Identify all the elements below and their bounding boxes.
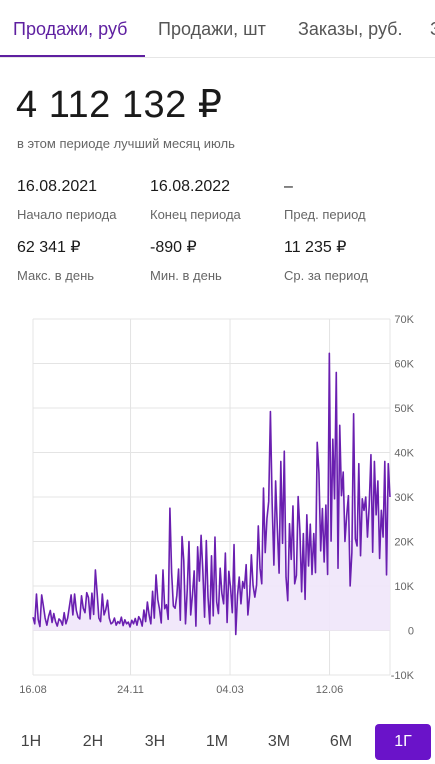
x-tick-label: 16.08 <box>19 684 47 696</box>
sales-chart[interactable]: 70K 60K 50K 40K 30K 20K 10K 0 -10K 16.08 24.11 04.0… <box>0 305 435 705</box>
best-month-caption: в этом периоде лучший месяц июль <box>17 136 235 151</box>
range-button-2w[interactable]: 2Н <box>82 733 104 750</box>
y-tick-label: 0 <box>408 626 414 638</box>
y-tick-label: 50K <box>394 403 414 415</box>
y-tick-label: 20K <box>394 537 414 549</box>
x-tick-label: 04.03 <box>216 684 244 696</box>
x-tick-label: 12.06 <box>316 684 344 696</box>
stat-label: Начало периода <box>17 207 117 222</box>
y-tick-label: 40K <box>394 448 414 460</box>
stat-label: Конец периода <box>150 207 241 222</box>
tab-more[interactable]: З <box>430 0 435 57</box>
tab-bar: Продажи, руб Продажи, шт Заказы, руб. З <box>0 0 435 58</box>
stat-value: 16.08.2022 <box>150 178 231 195</box>
range-button-1m[interactable]: 1М <box>205 733 229 750</box>
range-selector: 1Н 2Н 3Н 1М 3М 6М 1Г <box>0 724 435 762</box>
stat-value: – <box>284 178 293 195</box>
tab-orders-rub[interactable]: Заказы, руб. <box>298 19 403 39</box>
stat-value: 62 341 ₽ <box>17 239 81 256</box>
stat-period-end: 16.08.2022 Конец периода <box>150 178 241 222</box>
stat-label: Ср. за период <box>284 268 368 283</box>
y-tick-label: 70K <box>394 314 414 326</box>
range-button-1w[interactable]: 1Н <box>20 733 42 750</box>
tab-sales-rub[interactable]: Продажи, руб <box>13 19 128 39</box>
stat-value: 16.08.2021 <box>17 178 98 195</box>
stat-value: 11 235 ₽ <box>284 239 347 256</box>
series-line <box>32 352 391 636</box>
total-sales-value: 4 112 132 ₽ <box>16 84 223 126</box>
stat-max-day: 62 341 ₽ Макс. в день <box>17 237 94 283</box>
stat-avg-period: 11 235 ₽ Ср. за период <box>284 237 368 283</box>
y-tick-label: 60K <box>394 359 414 371</box>
y-tick-label: -10K <box>391 670 415 682</box>
y-tick-label: 30K <box>394 492 414 504</box>
range-button-3m[interactable]: 3М <box>267 733 291 750</box>
stat-value: -890 ₽ <box>150 239 197 256</box>
x-tick-label: 24.11 <box>117 684 144 696</box>
active-tab-indicator <box>0 55 145 57</box>
stat-label: Макс. в день <box>17 268 95 283</box>
y-tick-label: 10K <box>394 581 414 593</box>
stat-label: Пред. период <box>284 207 366 222</box>
stat-label: Мин. в день <box>150 268 222 283</box>
stat-period-start: 16.08.2021 Начало периода <box>17 178 116 222</box>
stat-prev-period: – Пред. период <box>284 178 366 222</box>
range-button-3w[interactable]: 3Н <box>144 733 166 750</box>
range-button-6m[interactable]: 6М <box>329 733 353 750</box>
tab-sales-units[interactable]: Продажи, шт <box>158 19 266 39</box>
stat-min-day: -890 ₽ Мин. в день <box>150 237 222 283</box>
range-button-1y[interactable]: 1Г <box>375 724 431 760</box>
